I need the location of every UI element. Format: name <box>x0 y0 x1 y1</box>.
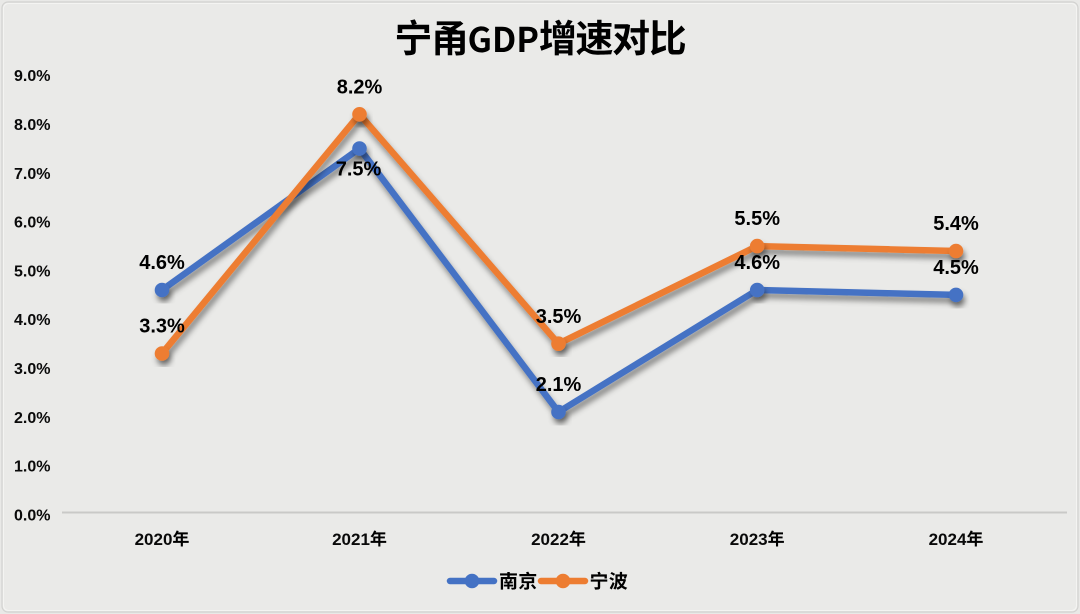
svg-text:7.0%: 7.0% <box>14 166 50 183</box>
svg-text:8.0%: 8.0% <box>14 117 50 134</box>
svg-text:0.0%: 0.0% <box>14 507 50 524</box>
svg-text:4.6%: 4.6% <box>139 252 185 274</box>
svg-text:3.5%: 3.5% <box>536 306 582 328</box>
svg-text:8.2%: 8.2% <box>337 76 383 98</box>
svg-text:2024: 2024 <box>929 530 967 549</box>
svg-text:6.0%: 6.0% <box>14 215 50 232</box>
svg-text:2023: 2023 <box>730 530 768 549</box>
svg-text:9.0%: 9.0% <box>14 68 50 85</box>
svg-text:4.5%: 4.5% <box>933 257 979 279</box>
svg-text:3.0%: 3.0% <box>14 361 50 378</box>
svg-text:7.5%: 7.5% <box>336 158 382 180</box>
svg-text:4.0%: 4.0% <box>14 312 50 329</box>
svg-text:2.0%: 2.0% <box>14 410 50 427</box>
svg-text:2020: 2020 <box>135 530 173 549</box>
svg-text:3.3%: 3.3% <box>139 316 185 338</box>
svg-text:5.5%: 5.5% <box>734 208 780 230</box>
svg-text:2021: 2021 <box>332 530 370 549</box>
svg-text:5.4%: 5.4% <box>933 213 979 235</box>
svg-text:5.0%: 5.0% <box>14 263 50 280</box>
svg-text:1.0%: 1.0% <box>14 459 50 476</box>
svg-text:2.1%: 2.1% <box>536 374 582 396</box>
svg-text:2022: 2022 <box>531 530 569 549</box>
svg-text:4.6%: 4.6% <box>734 252 780 274</box>
